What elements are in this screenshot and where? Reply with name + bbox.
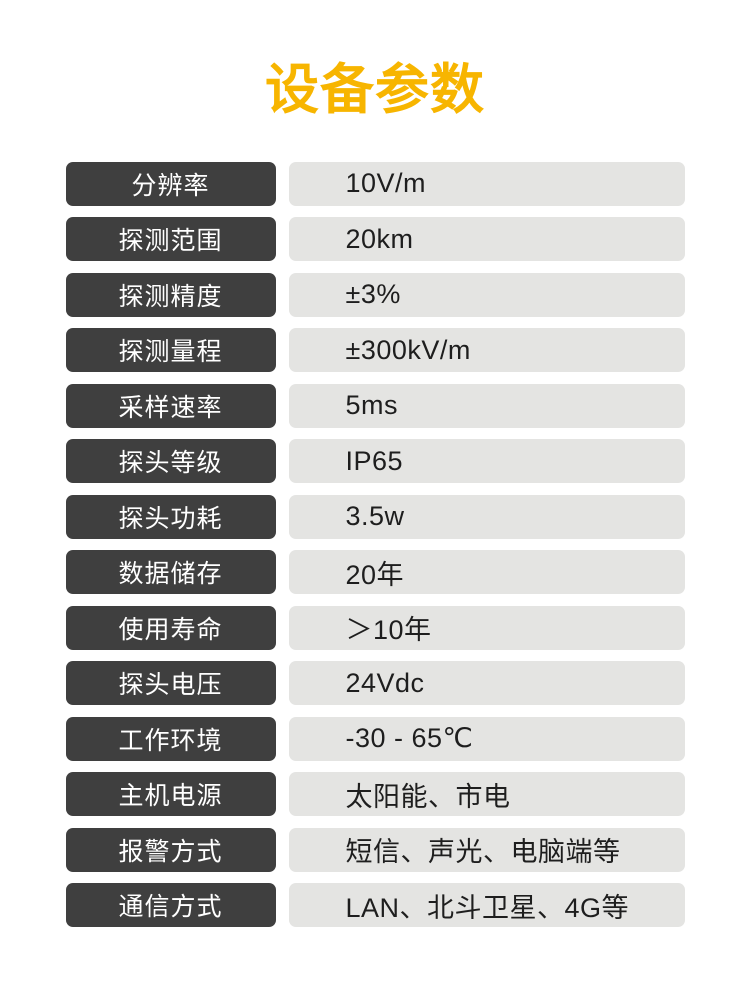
spec-value: ±3% <box>288 272 685 317</box>
page-title: 设备参数 <box>265 60 485 120</box>
spec-row: 报警方式 短信、声光、电脑端等 <box>65 827 685 872</box>
spec-row: 分辨率 10V/m <box>65 161 685 206</box>
spec-value: 3.5w <box>288 494 685 539</box>
spec-value: 太阳能、市电 <box>288 772 685 817</box>
spec-row: 探头电压 24Vdc <box>65 661 685 706</box>
spec-value: 5ms <box>288 383 685 428</box>
spec-value: ±300kV/m <box>288 328 685 373</box>
spec-value: ＞10年 <box>288 605 685 650</box>
spec-label: 探头等级 <box>65 439 276 484</box>
spec-label: 探测精度 <box>65 272 276 317</box>
spec-value: -30 - 65℃ <box>288 716 685 761</box>
spec-row: 探测量程 ±300kV/m <box>65 328 685 373</box>
spec-row: 探头等级 IP65 <box>65 439 685 484</box>
spec-row: 探测范围 20km <box>65 217 685 262</box>
spec-label: 探头功耗 <box>65 494 276 539</box>
spec-value: IP65 <box>288 439 685 484</box>
spec-label: 探测范围 <box>65 217 276 262</box>
spec-row: 采样速率 5ms <box>65 383 685 428</box>
spec-table: 分辨率 10V/m 探测范围 20km 探测精度 ±3% 探测量程 ±300kV… <box>65 161 685 928</box>
spec-label: 采样速率 <box>65 383 276 428</box>
spec-label: 数据储存 <box>65 550 276 595</box>
spec-label: 主机电源 <box>65 772 276 817</box>
spec-value: 20km <box>288 217 685 262</box>
spec-label: 探头电压 <box>65 661 276 706</box>
spec-row: 工作环境 -30 - 65℃ <box>65 716 685 761</box>
spec-label: 探测量程 <box>65 328 276 373</box>
spec-label: 报警方式 <box>65 827 276 872</box>
spec-row: 主机电源 太阳能、市电 <box>65 772 685 817</box>
spec-value: 10V/m <box>288 161 685 206</box>
spec-row: 探头功耗 3.5w <box>65 494 685 539</box>
spec-row: 数据储存 20年 <box>65 550 685 595</box>
spec-row: 使用寿命 ＞10年 <box>65 605 685 650</box>
spec-row: 通信方式 LAN、北斗卫星、4G等 <box>65 883 685 928</box>
spec-value: 24Vdc <box>288 661 685 706</box>
spec-label: 分辨率 <box>65 161 276 206</box>
spec-value: 短信、声光、电脑端等 <box>288 827 685 872</box>
spec-label: 使用寿命 <box>65 605 276 650</box>
spec-row: 探测精度 ±3% <box>65 272 685 317</box>
spec-value: 20年 <box>288 550 685 595</box>
spec-label: 通信方式 <box>65 883 276 928</box>
spec-value: LAN、北斗卫星、4G等 <box>288 883 685 928</box>
spec-label: 工作环境 <box>65 716 276 761</box>
